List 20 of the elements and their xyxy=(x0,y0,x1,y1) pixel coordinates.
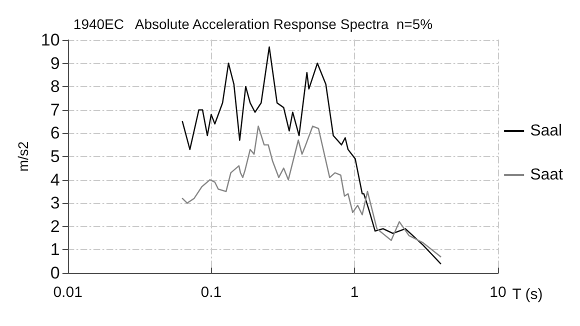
y-tick-label: 1 xyxy=(50,240,60,260)
y-tick-label: 7 xyxy=(50,100,60,120)
y-tick-label: 2 xyxy=(50,216,60,236)
x-tick-label: 0.1 xyxy=(200,284,222,301)
chart-title: 1940EC Absolute Acceleration Response Spectra n=5% xyxy=(73,16,433,32)
legend-label: Saat xyxy=(530,166,564,184)
y-tick-label: 0 xyxy=(50,264,60,282)
y-tick-label: 5 xyxy=(50,147,60,166)
y-tick-label: 10 xyxy=(40,30,60,50)
y-tick-label: 6 xyxy=(50,124,60,143)
y-axis-title: m/s2 xyxy=(15,141,31,172)
legend-label: Saal xyxy=(530,122,562,140)
y-tick-label: 4 xyxy=(50,170,60,190)
y-tick-label: 3 xyxy=(50,194,60,213)
x-axis-title: T (s) xyxy=(512,286,543,303)
x-tick-label: 1 xyxy=(350,284,359,301)
x-tick-label: 0.01 xyxy=(53,284,82,301)
y-tick-label: 9 xyxy=(50,54,60,73)
x-tick-label: 10 xyxy=(490,284,506,301)
y-tick-label: 8 xyxy=(50,77,60,96)
